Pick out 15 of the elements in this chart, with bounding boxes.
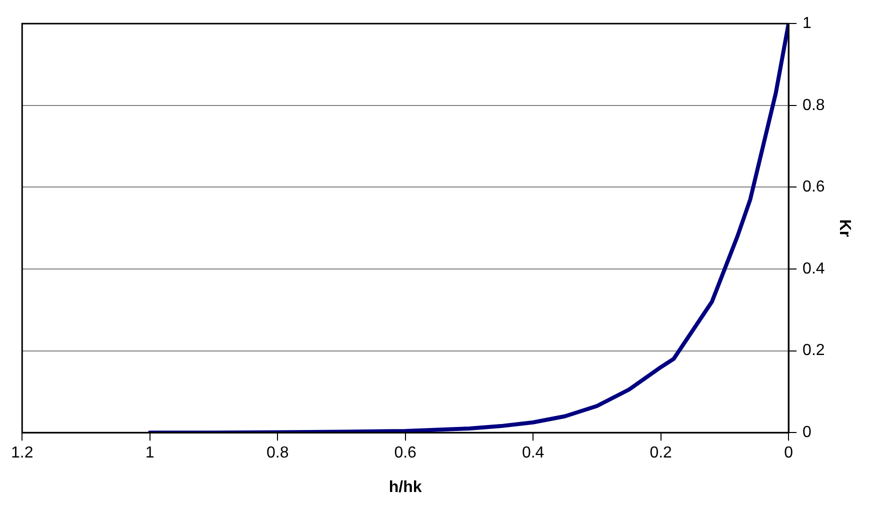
- y-tick-label: 0.6: [802, 178, 825, 196]
- y-tick-label: 0.4: [802, 260, 825, 278]
- x-tick-label: 0: [784, 444, 794, 462]
- x-tick-label: 1.2: [10, 444, 34, 462]
- y-tick-label: 0: [802, 424, 812, 442]
- x-axis-title: h/hk: [388, 478, 422, 496]
- x-tick-label: 0.8: [266, 444, 289, 462]
- y-tick-label: 0.2: [802, 342, 825, 360]
- y-axis-title: Kr: [836, 219, 853, 237]
- y-tick-label: 0.8: [802, 96, 825, 114]
- x-tick-label: 0.2: [650, 444, 672, 462]
- x-tick-label: 0.6: [394, 444, 417, 462]
- x-tick-label: 0.4: [522, 444, 544, 462]
- y-tick-label: 1: [802, 15, 812, 32]
- x-tick-label: 1: [145, 444, 154, 462]
